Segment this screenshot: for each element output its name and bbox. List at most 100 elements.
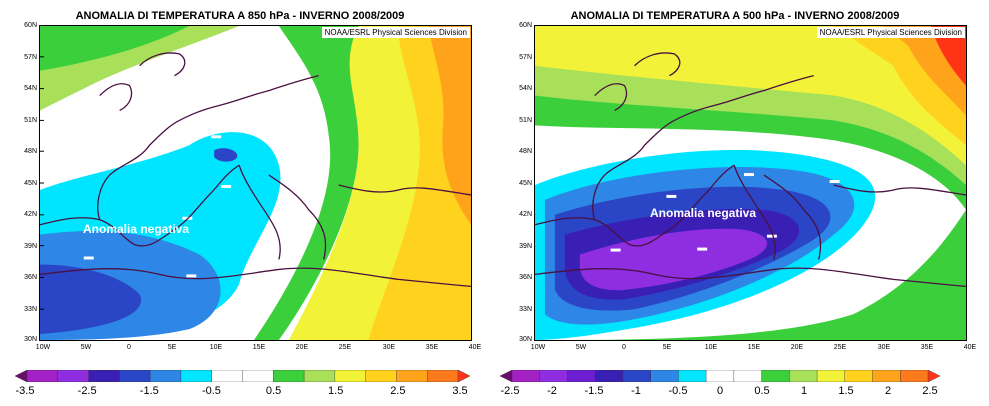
- colorbar-tick-label: 1: [800, 385, 808, 397]
- colorbar-swatch: [242, 370, 274, 382]
- panel-500hpa: ANOMALIA DI TEMPERATURA A 500 hPa - INVE…: [495, 0, 976, 406]
- lat-label: 48N: [24, 148, 37, 155]
- colorbar-swatch: [789, 370, 818, 382]
- lat-label: 39N: [24, 243, 37, 250]
- colorbar-swatch: [622, 370, 652, 382]
- panel-850hpa: ANOMALIA DI TEMPERATURA A 850 hPa - INVE…: [0, 0, 481, 406]
- lon-label: 20E: [295, 344, 309, 351]
- lat-label: 30N: [519, 336, 532, 343]
- colorbar-tick-label: 0.5: [754, 385, 770, 397]
- lon-label: 5E: [662, 344, 672, 351]
- colorbar-tick-label: -0.5: [668, 385, 688, 397]
- lon-label: 25E: [833, 344, 847, 351]
- colorbar-tick-label: 1.5: [328, 385, 344, 397]
- colorbar-swatch: [511, 370, 541, 382]
- colorbar-swatch: [872, 370, 901, 382]
- colorbar-swatch: [365, 370, 398, 382]
- lon-label: 30E: [877, 344, 891, 351]
- lon-label: 5E: [167, 344, 177, 351]
- lon-label: 0: [127, 344, 131, 351]
- anomaly-annotation: Anomalia negativa: [83, 222, 190, 236]
- colorbar-tick-label: -2.5: [77, 385, 97, 397]
- colorbar-swatch: [539, 370, 569, 382]
- map-title: ANOMALIA DI TEMPERATURA A 850 hPa - INVE…: [75, 10, 405, 22]
- colorbar-swatch: [733, 370, 763, 382]
- colorbar-tick-label: -2.5: [500, 385, 520, 397]
- lat-label: 54N: [519, 85, 532, 92]
- anomaly-annotation: Anomalia negativa: [650, 206, 757, 220]
- colorbar-swatch: [761, 370, 791, 382]
- lat-label: 30N: [24, 336, 37, 343]
- lat-label: 36N: [24, 274, 37, 281]
- lat-label: 42N: [519, 211, 532, 218]
- lon-label: 5W: [80, 344, 92, 351]
- anomaly-map: [39, 25, 472, 341]
- lat-label: 39N: [519, 243, 532, 250]
- lat-label: 51N: [24, 117, 37, 124]
- map-title: ANOMALIA DI TEMPERATURA A 500 hPa - INVE…: [570, 10, 900, 22]
- colorbar-swatch: [927, 370, 940, 382]
- lon-label: 15E: [747, 344, 761, 351]
- colorbar-swatch: [273, 370, 305, 382]
- lon-label: 35E: [425, 344, 439, 351]
- colorbar-tick-label: -3.5: [15, 385, 35, 397]
- lat-label: 48N: [519, 148, 532, 155]
- colorbar-swatch: [427, 370, 459, 382]
- colorbar-tick-label: 2.5: [390, 385, 406, 397]
- lat-label: 45N: [519, 180, 532, 187]
- lon-label: 10E: [209, 344, 223, 351]
- colorbar-swatch: [396, 370, 428, 382]
- colorbar-swatch: [88, 370, 121, 382]
- lat-label: 57N: [519, 54, 532, 61]
- colorbar-swatch: [334, 370, 367, 382]
- colorbar-swatch: [180, 370, 213, 382]
- colorbar-swatch: [149, 370, 182, 382]
- colorbar-tick-label: -1.5: [139, 385, 159, 397]
- lon-label: 5W: [575, 344, 587, 351]
- colorbar-swatch: [594, 370, 624, 382]
- anomaly-map: [534, 25, 967, 341]
- lon-label: 10W: [530, 344, 546, 351]
- colorbar-swatch: [678, 370, 707, 382]
- colorbar-swatch: [457, 370, 470, 382]
- map-fields: [535, 26, 966, 340]
- lon-label: 20E: [790, 344, 804, 351]
- lon-label: 10W: [35, 344, 51, 351]
- colorbar-swatch: [15, 370, 28, 382]
- lon-label: 15E: [252, 344, 266, 351]
- colorbar-tick-label: 0.5: [265, 385, 282, 397]
- colorbar: [15, 370, 470, 382]
- lat-label: 51N: [519, 117, 532, 124]
- lat-label: 54N: [24, 85, 37, 92]
- colorbar-swatch: [567, 370, 596, 382]
- lon-label: 25E: [338, 344, 352, 351]
- lat-label: 45N: [24, 180, 37, 187]
- lon-label: 35E: [920, 344, 934, 351]
- colorbar-tick-label: 2: [884, 385, 892, 397]
- colorbar-tick-label: 2.5: [922, 385, 938, 397]
- lat-label: 57N: [24, 54, 37, 61]
- lat-label: 60N: [519, 22, 532, 29]
- colorbar-tick-label: -0.5: [201, 385, 221, 397]
- lon-label: 30E: [382, 344, 396, 351]
- colorbar-swatch: [500, 370, 513, 382]
- colorbar-swatch: [57, 370, 90, 382]
- lon-label: 40E: [963, 344, 977, 351]
- data-credit: NOAA/ESRL Physical Sciences Division: [321, 27, 470, 38]
- lon-label: 0: [622, 344, 626, 351]
- colorbar-swatch: [211, 370, 244, 382]
- colorbar-tick-label: 3.5: [452, 385, 468, 397]
- colorbar: [500, 370, 940, 382]
- lat-label: 36N: [519, 274, 532, 281]
- colorbar-tick-label: -1.5: [584, 385, 604, 397]
- colorbar-tick-label: 1.5: [838, 385, 854, 397]
- lat-label: 33N: [519, 306, 532, 313]
- lon-label: 40E: [468, 344, 482, 351]
- map-fields: [40, 26, 471, 340]
- colorbar-tick-label: -1: [631, 385, 641, 397]
- colorbar-swatch: [900, 370, 929, 382]
- colorbar-tick-label: 0: [716, 385, 724, 397]
- lat-label: 33N: [24, 306, 37, 313]
- colorbar-swatch: [844, 370, 874, 382]
- colorbar-swatch: [26, 370, 59, 382]
